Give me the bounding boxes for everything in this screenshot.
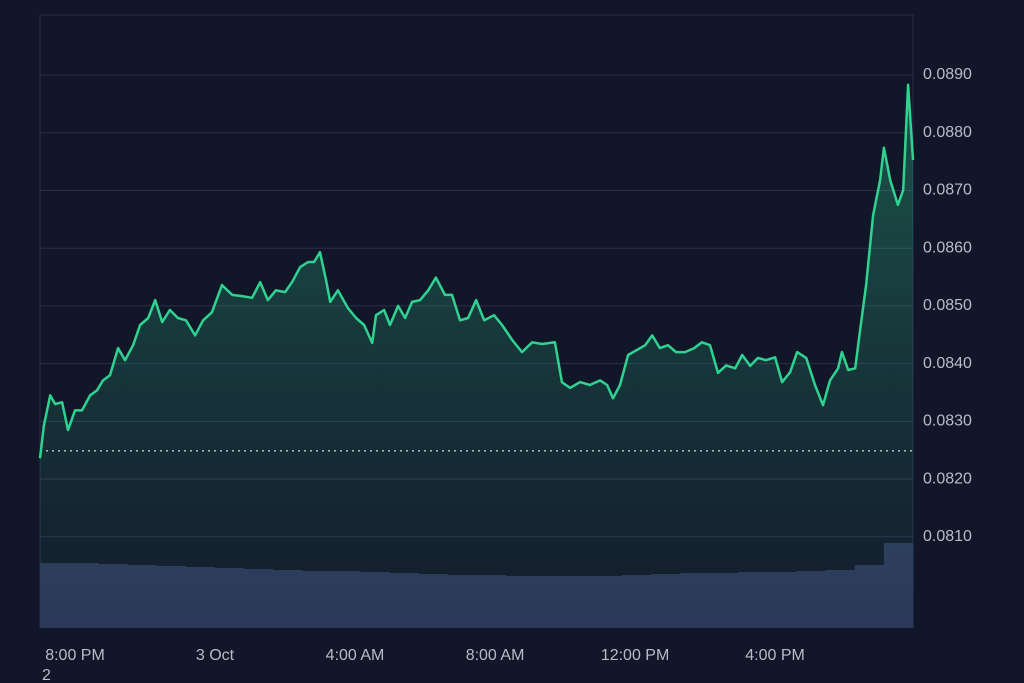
x-tick-label: 4:00 PM [745, 647, 805, 664]
y-tick-label: 0.0860 [923, 239, 972, 256]
y-tick-label: 0.0850 [923, 297, 972, 314]
x-tick-label: 8:00 AM [466, 647, 525, 664]
y-tick-label: 0.0830 [923, 413, 972, 430]
y-tick-label: 0.0870 [923, 182, 972, 199]
y-tick-label: 0.0810 [923, 528, 972, 545]
area-fill [40, 84, 913, 629]
price-line [38, 83, 915, 459]
x-tick-label: 8:00 PM [45, 647, 105, 664]
y-tick-label: 0.0820 [923, 470, 972, 487]
y-tick-label: 0.0840 [923, 355, 972, 372]
y-tick-label: 0.0880 [923, 124, 972, 141]
x-tick-label: 12:00 PM [601, 647, 669, 664]
x-tick-label: 3 Oct [196, 647, 235, 664]
footer-text: 2 [42, 667, 51, 683]
plot: 0.0810 0.0820 0.0830 0.0840 0.0850 0.0860 0.08… [38, 14, 972, 664]
x-tick-label: 4:00 AM [326, 647, 385, 664]
y-tick-label: 0.0890 [923, 66, 972, 83]
